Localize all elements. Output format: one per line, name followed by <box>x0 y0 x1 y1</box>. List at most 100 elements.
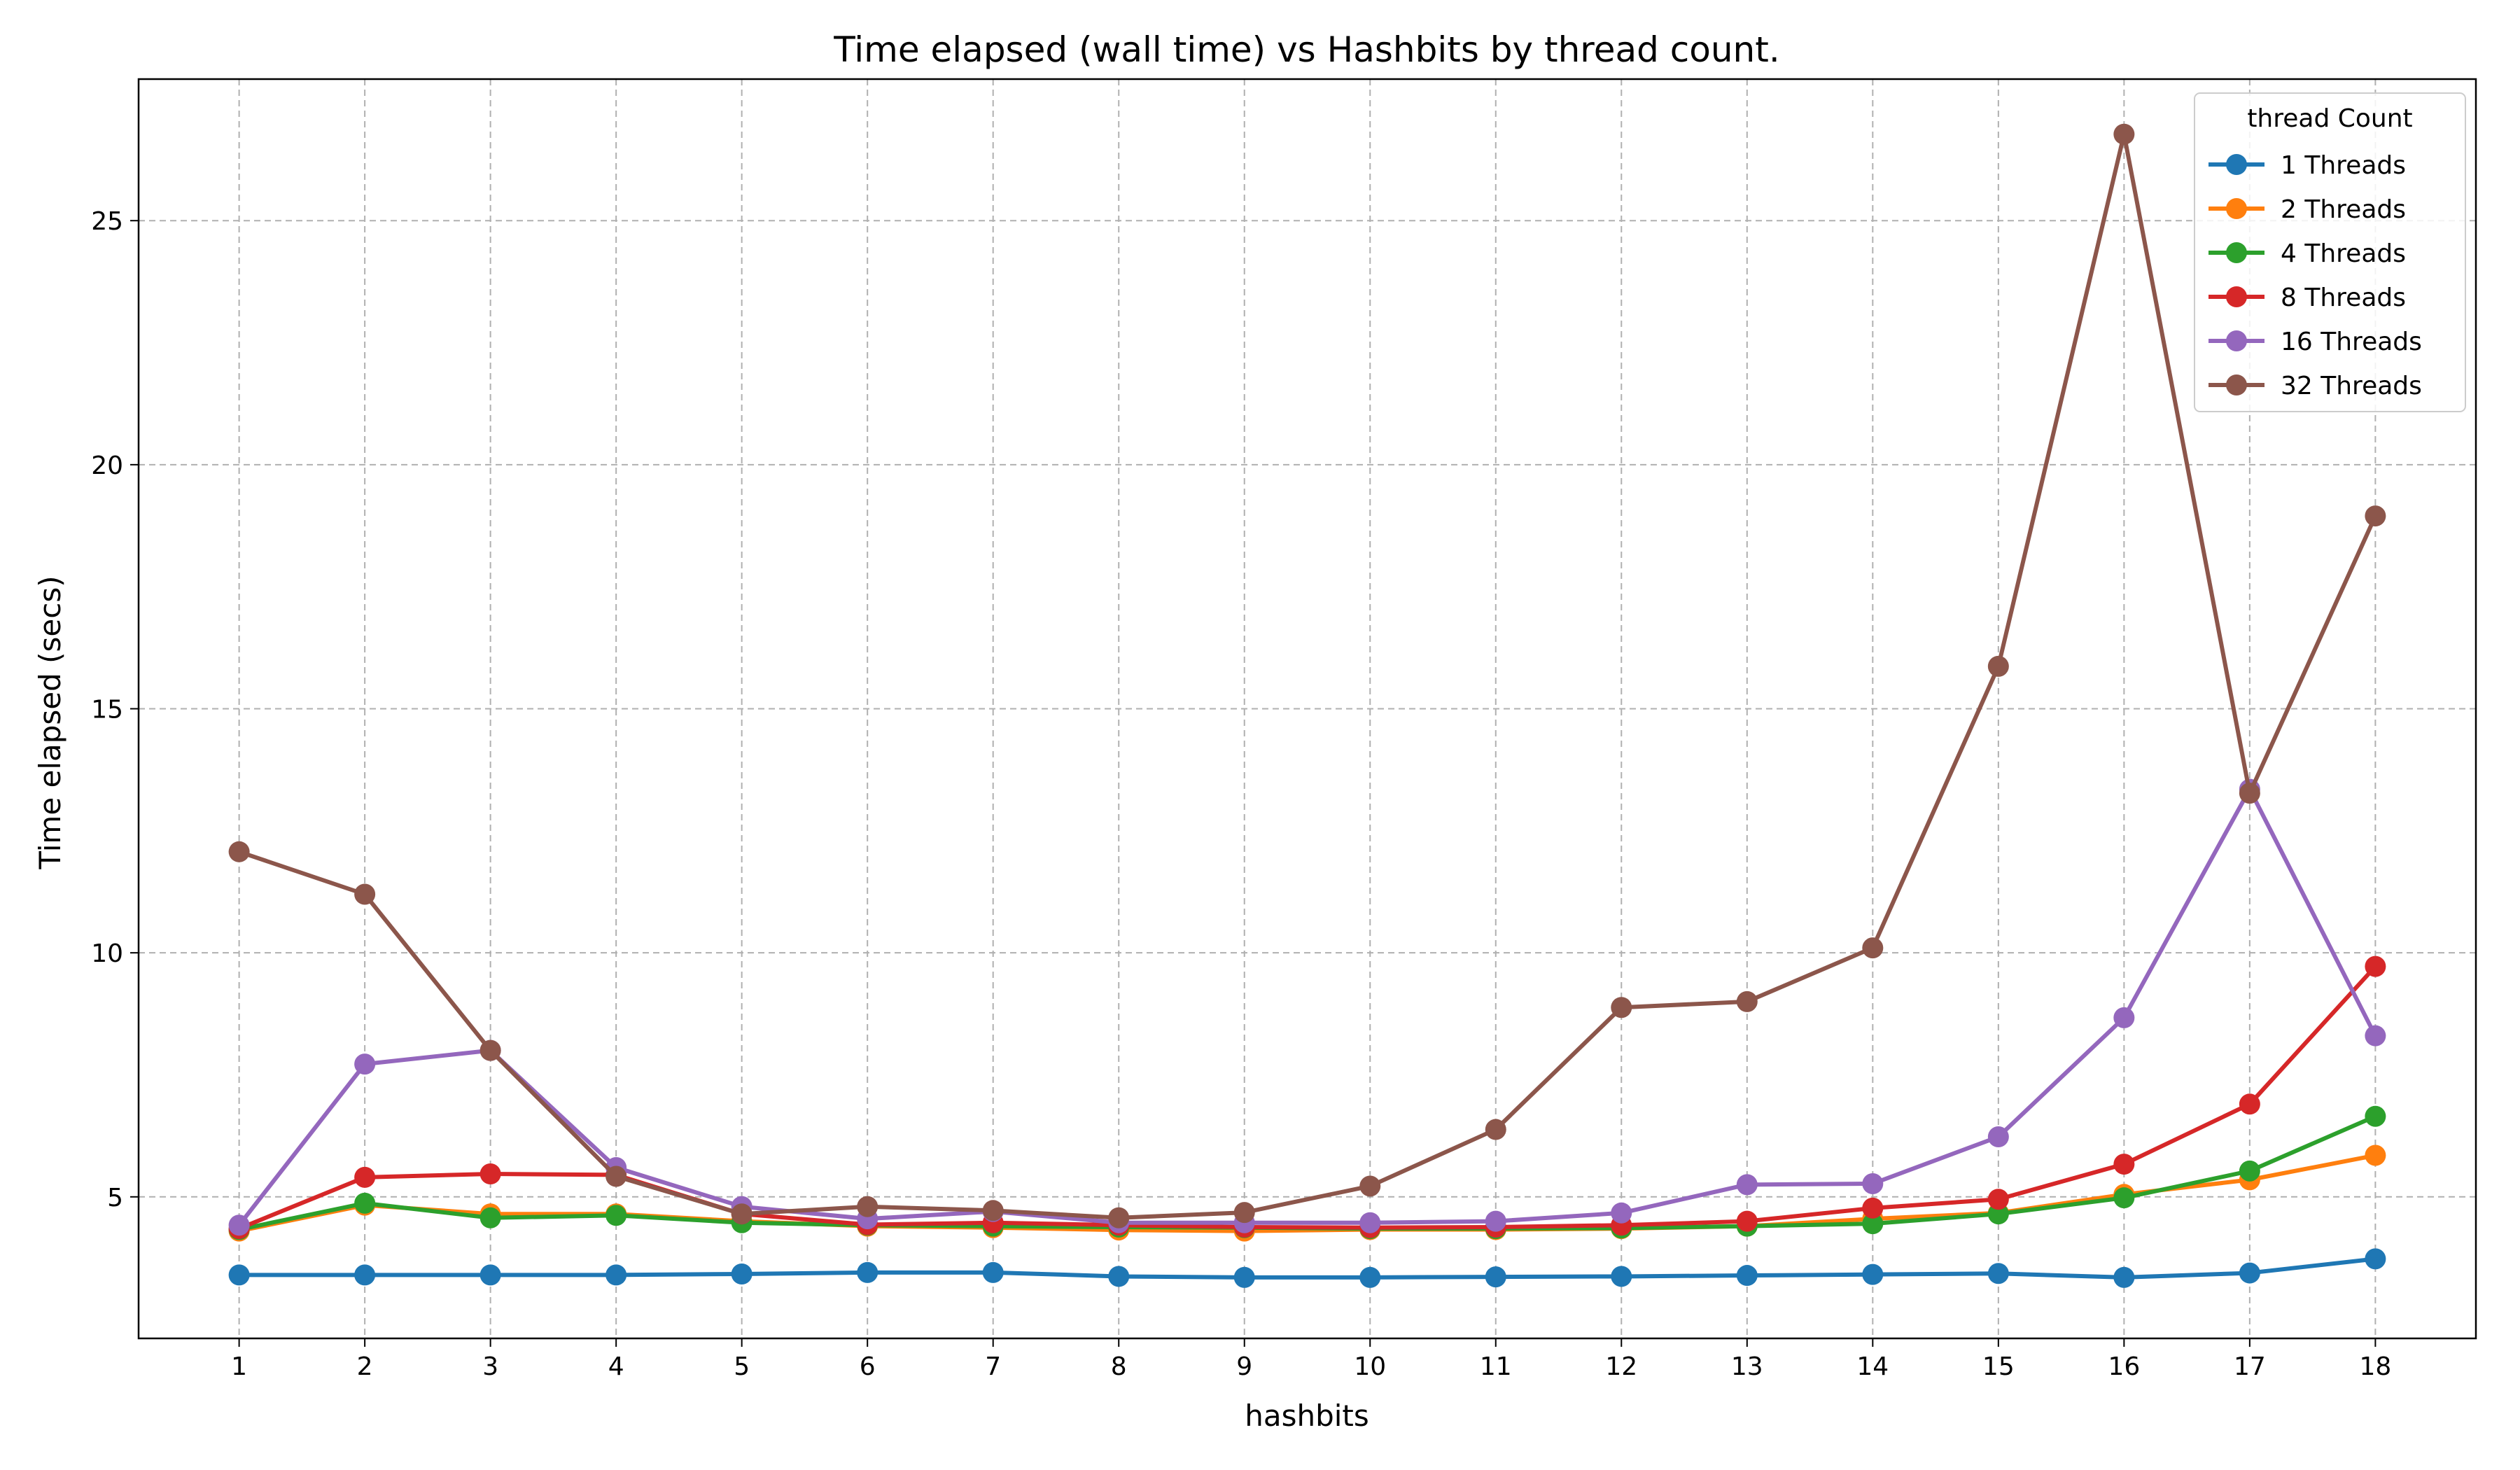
x-tick-label: 5 <box>734 1352 750 1381</box>
legend: thread Count 1 Threads 2 Threads 4 Threads 8… <box>2194 92 2466 412</box>
data-point <box>354 1054 376 1075</box>
data-point <box>982 1200 1004 1222</box>
data-point <box>1359 1212 1381 1233</box>
data-point <box>479 1207 501 1228</box>
data-point <box>1862 937 1884 959</box>
x-tick-label: 10 <box>1354 1352 1386 1381</box>
data-point <box>2113 1266 2135 1288</box>
x-tick-label: 17 <box>2234 1352 2266 1381</box>
x-axis: 1 2 3 4 5 6 7 8 9 10 11 12 13 14 15 16 17 18 <box>231 1338 2391 1381</box>
legend-label: 32 Threads <box>2281 372 2422 400</box>
data-point <box>2113 1007 2135 1028</box>
data-point <box>1987 1203 2009 1225</box>
x-tick-label: 11 <box>1480 1352 1512 1381</box>
data-point <box>857 1196 878 1217</box>
x-tick-label: 3 <box>482 1352 498 1381</box>
data-point <box>1987 1189 2009 1210</box>
y-tick-label: 10 <box>91 939 123 968</box>
legend-title: thread Count <box>2247 104 2412 133</box>
x-tick-label: 7 <box>985 1352 1001 1381</box>
data-point <box>1987 655 2009 677</box>
x-tick-label: 8 <box>1111 1352 1127 1381</box>
data-point <box>2113 1154 2135 1175</box>
series-layer <box>228 123 2386 1288</box>
x-tick-label: 1 <box>231 1352 247 1381</box>
data-point <box>1233 1266 1255 1288</box>
series-1 <box>228 1248 2386 1288</box>
data-point <box>606 1205 627 1226</box>
x-tick-label: 14 <box>1856 1352 1889 1381</box>
data-point <box>731 1263 752 1284</box>
data-point <box>1485 1210 1506 1232</box>
x-axis-label: hashbits <box>1245 1399 1369 1433</box>
data-point <box>2365 955 2386 977</box>
data-point <box>1233 1202 1255 1224</box>
data-point <box>1359 1266 1381 1288</box>
data-point <box>982 1261 1004 1283</box>
y-tick-label: 25 <box>91 207 123 236</box>
x-tick-label: 16 <box>2108 1352 2140 1381</box>
x-tick-label: 6 <box>860 1352 876 1381</box>
series-line <box>238 132 2378 1220</box>
legend-marker <box>2226 374 2247 396</box>
data-point <box>1611 1202 1632 1224</box>
legend-box <box>2194 92 2466 412</box>
legend-item: 16 Threads <box>2208 328 2422 356</box>
series-line <box>238 965 2377 1231</box>
x-tick-label: 18 <box>2359 1352 2391 1381</box>
legend-label: 8 Threads <box>2281 284 2406 312</box>
data-point <box>354 1192 376 1214</box>
data-point <box>1862 1213 1884 1235</box>
legend-label: 2 Threads <box>2281 195 2406 224</box>
y-axis: 5 10 15 20 25 <box>91 207 139 1212</box>
data-point <box>2113 123 2135 145</box>
y-tick-label: 15 <box>91 696 123 724</box>
legend-item: 1 Threads <box>2208 151 2406 180</box>
data-point <box>606 1264 627 1286</box>
y-tick-label: 20 <box>91 451 123 480</box>
data-point <box>354 1166 376 1188</box>
x-tick-label: 4 <box>608 1352 624 1381</box>
series-line <box>239 1153 2376 1233</box>
data-point <box>354 883 376 905</box>
data-point <box>1611 997 1632 1018</box>
legend-label: 4 Threads <box>2281 239 2406 268</box>
data-point <box>1485 1119 1506 1140</box>
data-point <box>1611 1266 1632 1287</box>
data-point <box>731 1203 752 1225</box>
data-point <box>354 1264 376 1286</box>
legend-marker <box>2226 286 2247 307</box>
x-tick-label: 9 <box>1236 1352 1252 1381</box>
data-point <box>2239 783 2260 804</box>
data-point <box>1485 1266 1506 1288</box>
x-tick-label: 15 <box>1982 1352 2015 1381</box>
legend-marker <box>2226 154 2247 175</box>
legend-marker <box>2226 198 2247 219</box>
data-point <box>1359 1175 1381 1197</box>
legend-label: 1 Threads <box>2281 151 2406 180</box>
series-6 <box>228 123 2386 1228</box>
legend-item: 2 Threads <box>2208 195 2406 224</box>
data-point <box>2365 1025 2386 1046</box>
data-point <box>1862 1197 1884 1219</box>
y-axis-label: Time elapsed (secs) <box>33 575 67 869</box>
series-line <box>239 1256 2376 1280</box>
legend-marker <box>2226 330 2247 351</box>
data-point <box>1987 1126 2009 1148</box>
data-point <box>1108 1207 1130 1228</box>
data-point <box>2365 1105 2386 1127</box>
series-line <box>237 787 2378 1227</box>
x-tick-label: 13 <box>1731 1352 1763 1381</box>
data-point <box>857 1261 878 1283</box>
data-point <box>2239 1093 2260 1115</box>
y-tick-label: 5 <box>107 1184 123 1212</box>
data-point <box>1862 1264 1884 1285</box>
data-point <box>479 1264 501 1286</box>
data-point <box>228 1264 250 1286</box>
data-point <box>1736 1210 1758 1232</box>
data-point <box>606 1166 627 1187</box>
data-point <box>2365 1144 2386 1166</box>
data-point <box>1987 1263 2009 1284</box>
data-point <box>2365 1248 2386 1270</box>
